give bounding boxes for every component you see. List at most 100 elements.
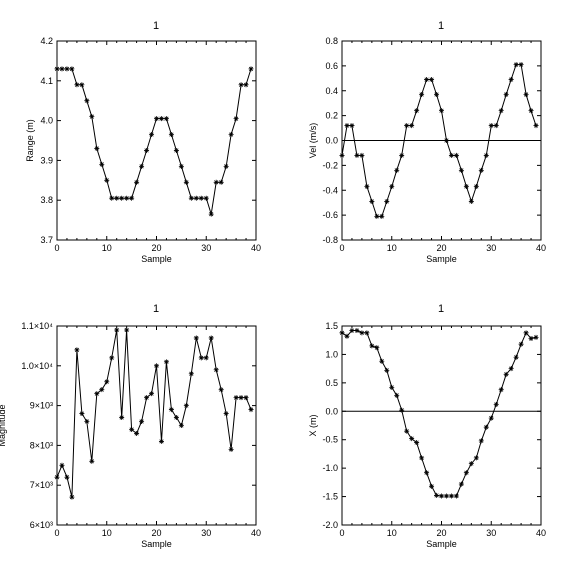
x-tick-label: 30 xyxy=(486,528,496,538)
data-point xyxy=(488,415,494,421)
subplot-velocity: 0 10 20 30 40 -0.8 -0.6 -0.4 -0.2 0.0 0.2 0.4 0.6 0.8… xyxy=(308,20,546,264)
y-tick-label: 1.5 xyxy=(325,321,338,331)
y-tick-label: 8×10³ xyxy=(30,440,53,450)
y-tick-label: 9×10³ xyxy=(30,401,53,411)
data-point xyxy=(473,184,479,190)
data-point xyxy=(513,62,519,68)
data-point xyxy=(399,407,405,413)
data-point xyxy=(439,493,444,499)
data-point xyxy=(104,379,110,385)
y-tick-label: -0.5 xyxy=(322,435,338,445)
data-point xyxy=(483,424,489,430)
data-point xyxy=(513,354,519,360)
y-tick-label: 4.0 xyxy=(40,116,53,126)
data-point xyxy=(443,493,449,499)
data-point xyxy=(79,411,85,417)
y-axis-label: Range (m) xyxy=(25,119,35,162)
data-point xyxy=(359,152,365,158)
data-point xyxy=(434,91,440,97)
data-point xyxy=(248,66,254,72)
y-tick-label: -0.8 xyxy=(322,235,338,245)
data-point xyxy=(208,211,214,217)
subplot-x-position: 0 10 20 30 40 -2.0 -1.5 -1.0 -0.5 0.0 0.5 1.0 1.5 1 Sa… xyxy=(308,303,546,549)
subplot-magnitude: 0 10 20 30 40 6×10³ 7×10³ 8×10³ 9×10³ 1.0×10⁴ 1.1×… xyxy=(0,303,261,549)
data-point xyxy=(144,395,150,401)
data-point xyxy=(448,493,454,499)
x-axis-label: Sample xyxy=(141,539,172,549)
y-axis-label: X (m) xyxy=(308,415,318,437)
data-point xyxy=(399,152,405,158)
data-point xyxy=(119,195,125,201)
data-point xyxy=(389,184,395,190)
data-point xyxy=(414,108,420,114)
data-point xyxy=(349,123,355,129)
data-point xyxy=(498,387,504,393)
x-axis-label: Sample xyxy=(141,254,172,264)
y-tick-label: -2.0 xyxy=(322,520,338,530)
data-point xyxy=(384,198,390,204)
data-point xyxy=(163,116,169,122)
y-tick-label: -0.2 xyxy=(322,160,338,170)
data-point xyxy=(359,330,365,336)
data-point xyxy=(528,336,534,342)
data-point xyxy=(379,213,385,219)
x-tick-label: 0 xyxy=(339,243,344,253)
data-point xyxy=(389,384,395,390)
y-axis-label: Magnitude xyxy=(0,404,7,446)
y-tick-label: 3.7 xyxy=(40,235,53,245)
y-tick-label: 4.2 xyxy=(40,36,53,46)
data-point xyxy=(158,116,164,122)
x-axis-label: Sample xyxy=(426,539,457,549)
data-point xyxy=(74,347,80,353)
x-tick-label: 30 xyxy=(486,243,496,253)
data-point xyxy=(463,470,469,476)
data-point xyxy=(508,77,514,83)
data-point xyxy=(533,334,539,340)
data-point xyxy=(173,147,179,153)
data-point xyxy=(129,426,135,432)
data-point xyxy=(409,123,415,129)
data-point xyxy=(424,77,430,83)
data-point xyxy=(478,167,484,173)
data-point xyxy=(243,395,249,401)
data-point xyxy=(384,367,390,373)
x-tick-label: 0 xyxy=(54,243,59,253)
data-point xyxy=(59,66,65,72)
data-point xyxy=(394,392,400,398)
x-tick-label: 10 xyxy=(387,528,397,538)
data-point xyxy=(419,91,425,97)
y-axis-label: Vel (m/s) xyxy=(308,123,318,159)
data-point xyxy=(414,440,420,446)
data-point xyxy=(354,328,360,334)
series-line xyxy=(56,329,252,498)
data-point xyxy=(193,195,199,201)
data-point xyxy=(203,195,209,201)
data-point xyxy=(69,66,75,72)
data-point xyxy=(124,195,130,201)
data-point xyxy=(248,407,254,413)
data-point xyxy=(158,438,164,444)
data-point xyxy=(208,335,214,341)
y-tick-label: 0.6 xyxy=(325,61,338,71)
data-point xyxy=(518,62,524,68)
data-point xyxy=(503,371,509,377)
data-point xyxy=(404,428,410,434)
x-tick-label: 0 xyxy=(339,528,344,538)
data-point xyxy=(149,132,155,138)
data-point xyxy=(139,163,145,169)
data-point xyxy=(518,341,524,347)
data-point xyxy=(508,366,514,372)
data-point xyxy=(443,138,449,143)
data-point xyxy=(344,123,350,129)
data-point xyxy=(374,345,380,351)
data-point xyxy=(364,330,370,336)
data-point xyxy=(89,114,95,120)
x-tick-label: 40 xyxy=(251,243,261,253)
subplot-range: 0 10 20 30 40 3.7 3.8 3.9 4.0 4.1 4.2 1 Sample Range … xyxy=(25,20,261,264)
data-point xyxy=(379,358,385,364)
data-point xyxy=(79,82,85,88)
data-point xyxy=(173,415,179,421)
y-tick-label: 0.8 xyxy=(325,36,338,46)
data-point xyxy=(243,82,249,88)
